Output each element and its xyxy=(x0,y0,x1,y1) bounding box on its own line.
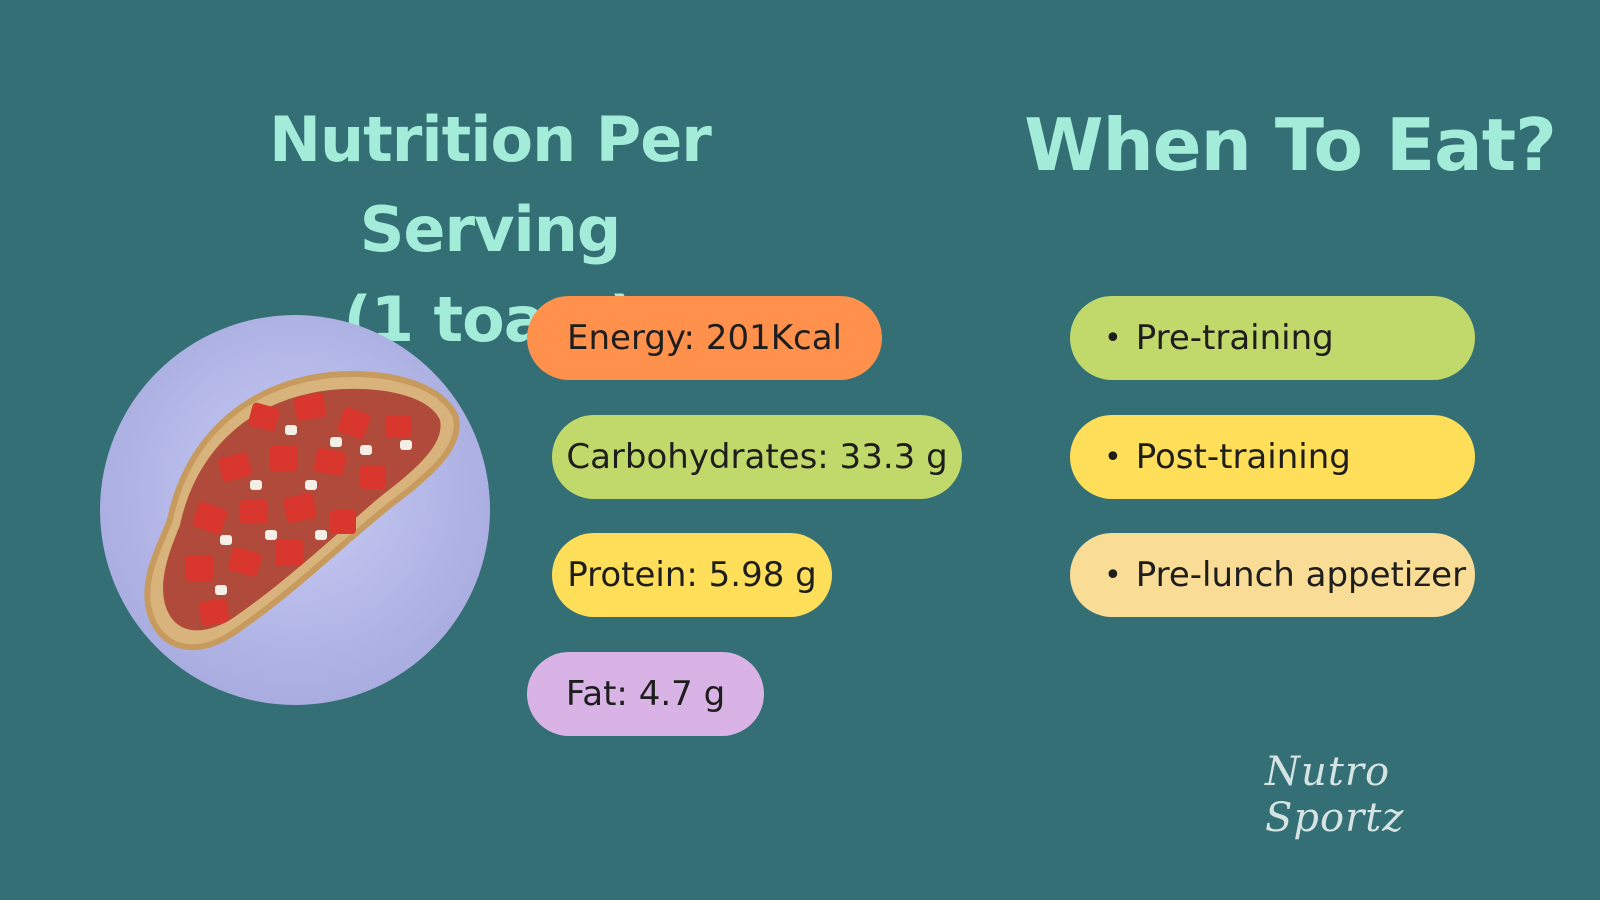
nutrition-title-line1: Nutrition Per Serving xyxy=(269,103,712,266)
when-item-pre-training: • Pre-training xyxy=(1070,296,1475,380)
post-training-label: Post-training xyxy=(1135,437,1351,477)
energy-label: Energy: 201Kcal xyxy=(567,318,842,358)
fat-label: Fat: 4.7 g xyxy=(565,674,726,714)
brand-logo: Nutro Sportz xyxy=(1265,749,1405,841)
nutrition-item-protein: Protein: 5.98 g xyxy=(552,533,832,617)
nutrition-item-energy: Energy: 201Kcal xyxy=(527,296,882,380)
bruschetta-image xyxy=(100,315,490,705)
pre-training-label: Pre-training xyxy=(1135,318,1334,358)
nutrition-item-fat: Fat: 4.7 g xyxy=(527,652,764,736)
bullet-icon: • xyxy=(1104,320,1122,356)
pre-lunch-label: Pre-lunch appetizer xyxy=(1135,555,1467,595)
protein-label: Protein: 5.98 g xyxy=(567,555,817,595)
bullet-icon: • xyxy=(1104,557,1122,593)
carbohydrates-label: Carbohydrates: 33.3 g xyxy=(566,437,948,477)
nutrition-item-carbohydrates: Carbohydrates: 33.3 g xyxy=(552,415,962,499)
when-item-post-training: • Post-training xyxy=(1070,415,1475,499)
bullet-icon: • xyxy=(1104,439,1122,475)
when-item-pre-lunch: • Pre-lunch appetizer xyxy=(1070,533,1475,617)
when-to-eat-title: When To Eat? xyxy=(1024,103,1557,187)
